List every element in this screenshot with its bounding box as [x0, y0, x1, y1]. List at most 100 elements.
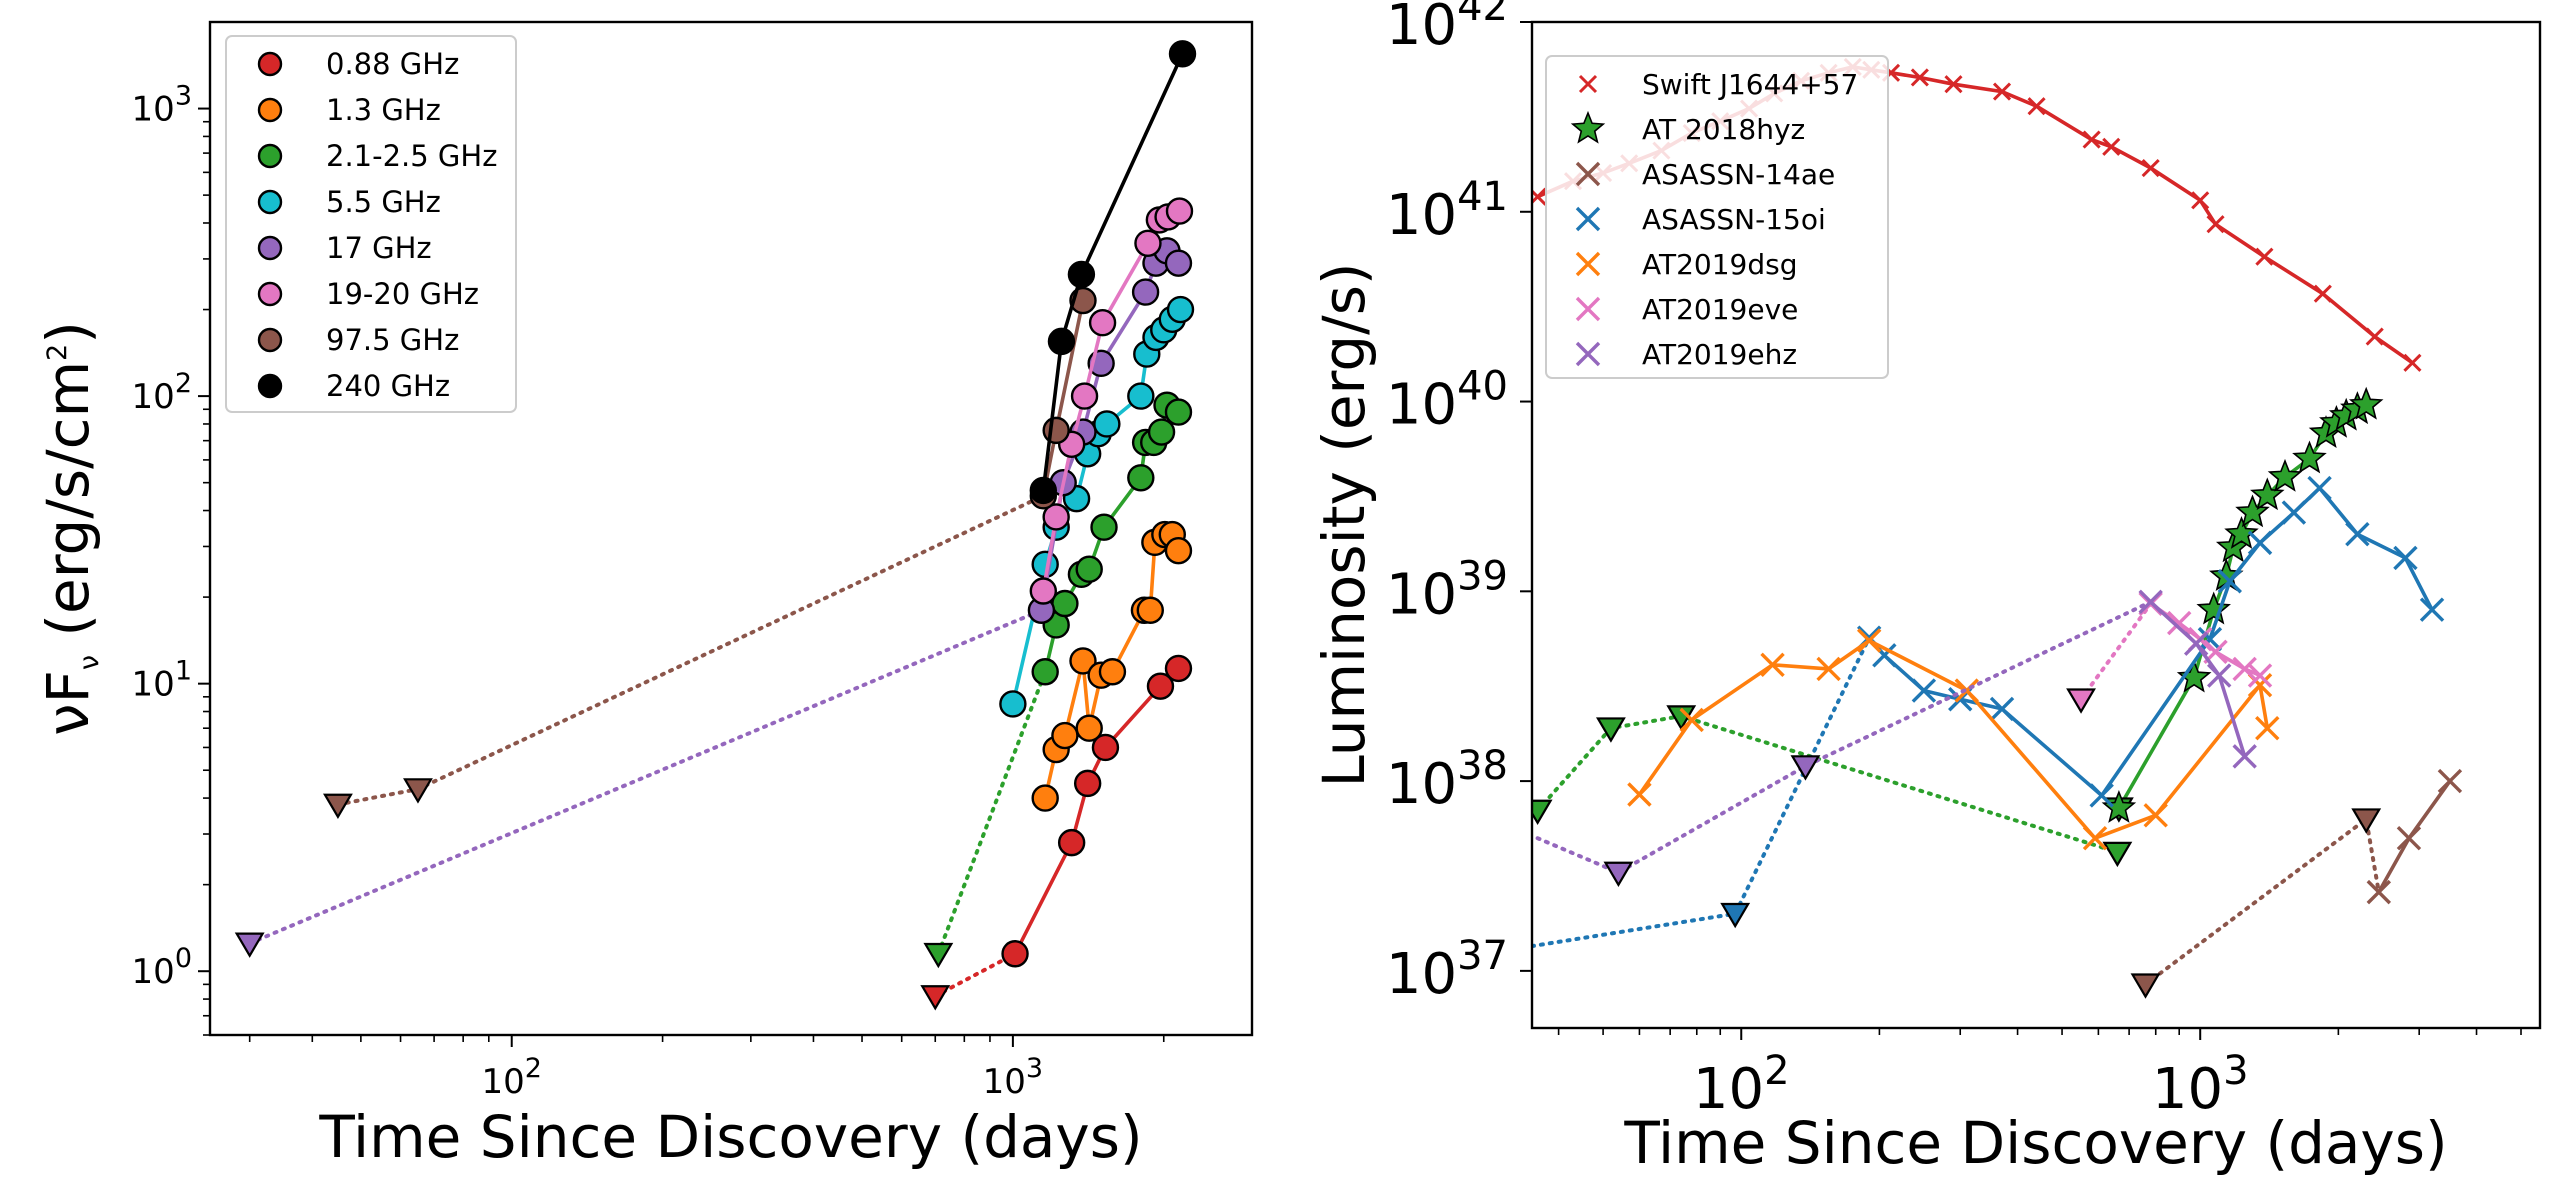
data-point	[1856, 628, 1882, 653]
data-point	[1069, 647, 1097, 675]
legend-label-part: 0.88 GHz	[326, 47, 459, 81]
legend-label: 2.1-2.5 GHz	[326, 139, 497, 173]
data-point	[2167, 610, 2192, 636]
y-tick-label: 100	[132, 943, 192, 992]
legend-marker	[1570, 110, 1606, 144]
y-tick-label: 1041	[1386, 174, 1508, 248]
data-point	[2206, 663, 2232, 688]
legend-marker	[257, 143, 283, 169]
series-line	[1013, 667, 1180, 955]
data-point	[2419, 597, 2445, 622]
legend-label: AT2019ehz	[1642, 338, 1797, 371]
y-tick-label-part: 10	[132, 665, 175, 705]
data-point	[1679, 707, 1704, 733]
series-0-88-ghz	[920, 654, 1193, 1011]
data-point	[1029, 476, 1058, 505]
limit-link-line	[933, 951, 1018, 998]
y-axis-label-part: )	[34, 321, 102, 344]
data-point	[1165, 197, 1194, 225]
data-point	[1093, 410, 1121, 438]
upper-limit-marker	[403, 778, 433, 804]
legend-label-part: 240 GHz	[326, 369, 450, 403]
y-axis-label-part: Luminosity (erg/s)	[1310, 262, 1378, 787]
data-point	[1989, 696, 2015, 722]
plot-area	[1532, 57, 2463, 999]
y-tick-label-part: 41	[1457, 174, 1508, 220]
data-point	[1098, 658, 1127, 686]
data-point	[2197, 626, 2223, 652]
upper-limit-marker	[1790, 755, 1821, 781]
x-tick-label-part: 10	[482, 1062, 525, 1102]
data-point	[1136, 596, 1164, 624]
y-tick-label-part: 0	[175, 943, 192, 974]
data-point	[2138, 589, 2163, 615]
y-axis-label-part: 2	[42, 344, 73, 361]
data-point	[1031, 658, 1059, 686]
limit-link-line	[247, 608, 1044, 946]
y-tick-label-part: 38	[1457, 743, 1508, 789]
data-point	[1029, 577, 1058, 605]
legend-label: 17 GHz	[326, 231, 432, 265]
legend-entry: Swift J1644+57	[1578, 68, 1858, 101]
data-point	[2082, 130, 2101, 149]
y-tick-label: 101	[132, 656, 192, 705]
data-point	[2255, 247, 2274, 266]
x-axis-label-part: Time Since Discovery (days)	[318, 1103, 1142, 1171]
data-point	[2437, 768, 2463, 794]
legend-marker	[257, 51, 283, 77]
limit-link-line	[1532, 635, 1872, 949]
legend-label-part: AT2019dsg	[1642, 248, 1797, 281]
data-point	[2348, 386, 2384, 420]
legend-label-part: ASASSN-15oi	[1642, 203, 1826, 236]
data-point	[2232, 744, 2257, 769]
y-tick-label-part: 10	[132, 90, 175, 130]
data-point	[2396, 826, 2422, 851]
axes-frame	[208, 20, 1254, 1037]
data-point	[1051, 721, 1079, 750]
upper-limit-marker	[2102, 841, 2133, 868]
data-point	[2313, 284, 2332, 303]
legend-label-part: 19-20 GHz	[326, 277, 479, 311]
data-point	[2235, 494, 2270, 528]
legend-label-part: AT 2018hyz	[1642, 113, 1805, 146]
legend-label-part: AT2019eve	[1642, 293, 1798, 326]
data-point	[2143, 803, 2168, 828]
y-tick-label: 1039	[1386, 553, 1508, 627]
data-point	[2366, 879, 2392, 905]
legend-frame	[225, 35, 517, 413]
legend-label: 19-20 GHz	[326, 277, 479, 311]
legend-label-part: 1.3 GHz	[326, 93, 441, 127]
data-point	[1042, 416, 1070, 445]
data-point	[1090, 513, 1118, 541]
legend-entry: AT2019dsg	[1575, 248, 1797, 281]
upper-limit-marker	[2066, 688, 2096, 714]
series-asassn-14ae	[2130, 768, 2463, 999]
data-point	[2176, 659, 2212, 693]
y-tick-label: 102	[132, 368, 192, 417]
legend-label-part: 97.5 GHz	[326, 323, 459, 357]
y-tick-label-part: 10	[1386, 0, 1457, 58]
data-point	[1164, 654, 1193, 683]
data-point	[999, 690, 1027, 718]
legend-marker	[1578, 74, 1598, 94]
x-tick-label-part: 10	[983, 1062, 1026, 1102]
data-point	[1127, 382, 1155, 410]
y-tick-label-part: 37	[1457, 933, 1508, 979]
legend-label: AT2019dsg	[1642, 248, 1797, 281]
data-point	[1031, 784, 1059, 812]
upper-limit-marker	[1720, 902, 1751, 929]
series-19-20-ghz	[1029, 197, 1194, 605]
data-point	[1001, 940, 1029, 968]
x-tick-label-part: 10	[1693, 1057, 1764, 1122]
legend-label: ASASSN-15oi	[1642, 203, 1826, 236]
data-point	[1047, 327, 1076, 356]
legend-marker	[257, 97, 283, 123]
series-at-2018hyz	[1532, 386, 2384, 868]
data-point	[2247, 530, 2273, 556]
data-point	[2191, 191, 2210, 210]
legend-label-part: 5.5 GHz	[326, 185, 441, 219]
y-tick-label-part: 3	[175, 81, 192, 112]
